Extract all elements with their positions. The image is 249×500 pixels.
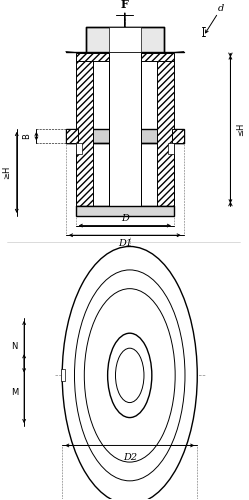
Bar xyxy=(61,370,65,382)
Text: F: F xyxy=(121,0,129,10)
Bar xyxy=(76,52,174,62)
Text: d: d xyxy=(217,4,224,13)
Text: ≥H: ≥H xyxy=(2,166,11,179)
Text: D1: D1 xyxy=(118,240,132,248)
Bar xyxy=(66,129,78,144)
Text: B: B xyxy=(22,133,31,139)
Text: D2: D2 xyxy=(123,453,137,462)
Bar xyxy=(76,144,82,154)
Bar xyxy=(116,1,133,15)
Text: ≤H: ≤H xyxy=(236,122,245,136)
Text: N: N xyxy=(11,342,17,351)
Bar xyxy=(168,144,174,154)
Bar xyxy=(157,62,174,206)
Ellipse shape xyxy=(108,333,152,417)
Ellipse shape xyxy=(116,348,144,403)
Bar xyxy=(114,37,136,44)
Ellipse shape xyxy=(74,270,185,481)
Bar xyxy=(66,129,184,144)
Ellipse shape xyxy=(62,246,197,500)
Bar xyxy=(85,28,164,52)
Bar xyxy=(109,28,141,52)
Ellipse shape xyxy=(84,288,175,462)
Text: M: M xyxy=(11,388,18,397)
Bar xyxy=(76,206,174,216)
Bar xyxy=(172,129,184,144)
Text: D: D xyxy=(121,214,129,223)
Bar xyxy=(76,62,93,206)
Bar xyxy=(109,52,141,206)
